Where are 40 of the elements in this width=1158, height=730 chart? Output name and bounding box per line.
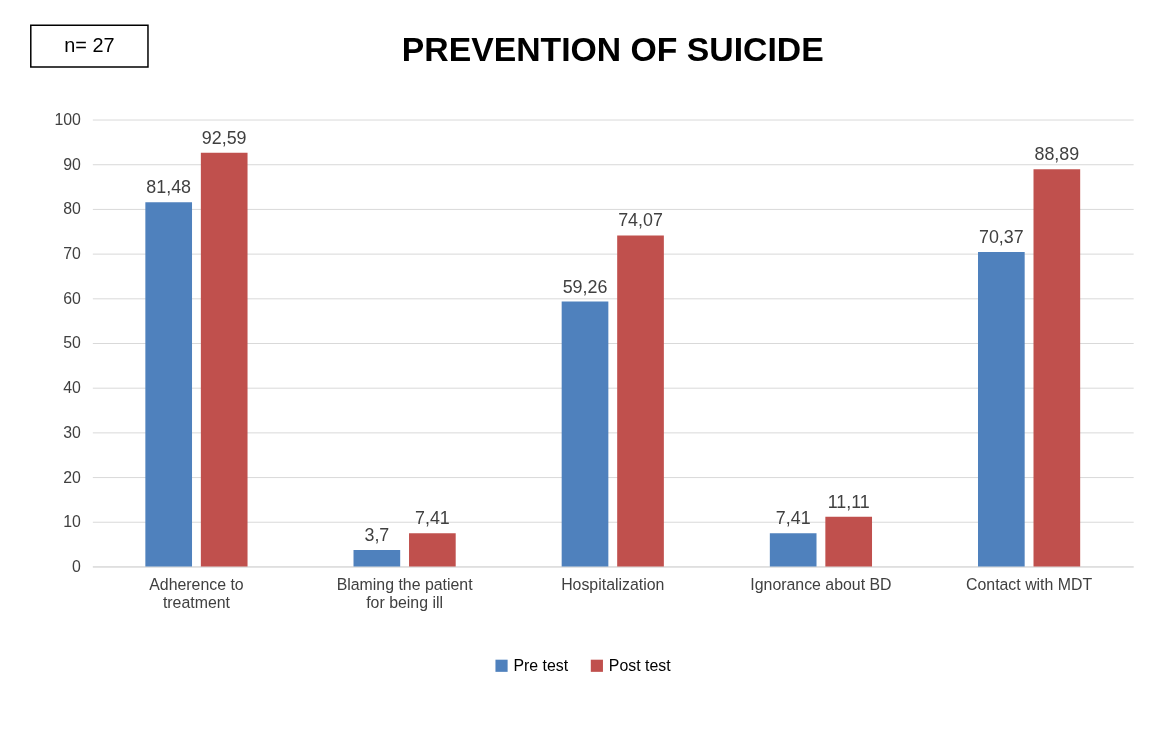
bar xyxy=(978,251,1025,567)
bar xyxy=(769,533,817,567)
bar xyxy=(825,516,873,567)
data-label: 7,41 xyxy=(414,508,450,529)
data-label: 11,11 xyxy=(827,491,870,512)
data-label: 70,37 xyxy=(978,227,1024,248)
chart-title: PREVENTION OF SUICIDE xyxy=(401,30,824,69)
bar xyxy=(145,202,193,567)
data-label: 59,26 xyxy=(562,276,608,297)
y-tick-label: 90 xyxy=(63,155,82,173)
bar xyxy=(409,533,456,567)
y-tick-label: 20 xyxy=(63,468,82,486)
x-tick-label: Contact with MDT xyxy=(966,575,1093,593)
y-tick-label: 30 xyxy=(63,423,82,441)
bar xyxy=(200,152,248,567)
text: n= 27 xyxy=(64,34,115,57)
legend-label: Post test xyxy=(608,656,672,674)
data-label: 81,48 xyxy=(146,177,192,198)
x-tick-label: Blaming the patient for being ill xyxy=(336,575,474,611)
y-tick-label: 80 xyxy=(63,200,82,218)
data-label: 74,07 xyxy=(618,210,663,231)
bar xyxy=(1033,169,1081,567)
x-tick-label: Hospitalization xyxy=(561,575,665,593)
y-tick-label: 50 xyxy=(63,334,82,352)
y-tick-label: 0 xyxy=(72,557,82,575)
bar xyxy=(617,235,664,567)
x-tick-label: Adherence to treatment xyxy=(149,575,244,611)
legend-label: Pre test xyxy=(513,656,569,674)
data-label: 3,7 xyxy=(364,524,390,545)
bar xyxy=(561,301,609,567)
data-label: 7,41 xyxy=(775,508,811,529)
y-tick-label: 40 xyxy=(63,379,82,397)
y-tick-label: 60 xyxy=(63,289,82,307)
y-tick-label: 10 xyxy=(63,513,82,531)
data-label: 88,89 xyxy=(1034,144,1080,165)
bar xyxy=(353,549,401,567)
y-tick-label: 70 xyxy=(63,245,82,263)
data-label: 92,59 xyxy=(201,127,247,148)
x-tick-label: Ignorance about BD xyxy=(750,575,892,593)
y-tick-label: 100 xyxy=(54,111,82,129)
